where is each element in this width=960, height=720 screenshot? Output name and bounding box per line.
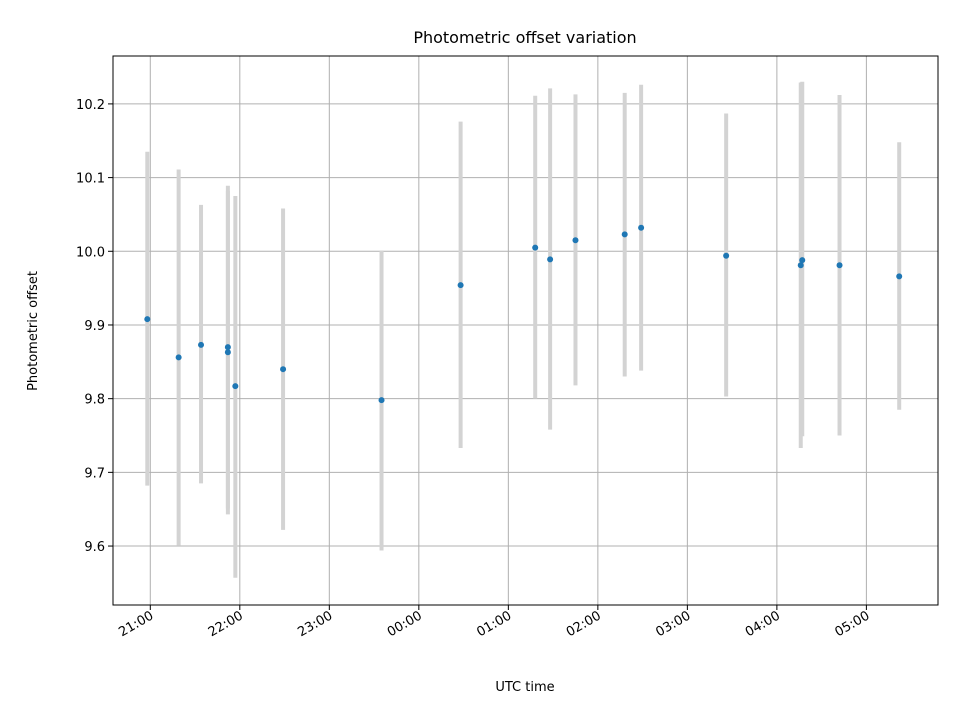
y-tick-label: 10.1 — [76, 172, 105, 187]
data-point — [232, 383, 239, 390]
data-point — [532, 244, 539, 251]
x-tick-label: 03:00 — [653, 608, 693, 640]
chart-title: Photometric offset variation — [413, 28, 636, 47]
data-points — [144, 224, 903, 404]
data-point — [457, 282, 464, 289]
data-point — [572, 237, 579, 244]
data-point — [144, 316, 151, 323]
error-bars — [145, 81, 902, 578]
data-point — [547, 256, 554, 263]
data-point — [224, 344, 231, 351]
x-tick-label: 21:00 — [116, 608, 156, 640]
y-tick-label: 9.8 — [84, 393, 105, 408]
data-point — [797, 262, 804, 269]
data-point — [378, 397, 385, 404]
data-point — [836, 262, 843, 269]
y-axis-label: Photometric offset — [26, 271, 41, 391]
x-tick-label: 04:00 — [743, 608, 783, 640]
y-tick-label: 9.7 — [84, 466, 105, 481]
y-axis-ticks: 9.6 9.7 9.8 9.9 10.0 10.1 10.2 — [76, 98, 113, 555]
x-tick-label: 00:00 — [385, 608, 425, 640]
x-tick-label: 05:00 — [832, 608, 872, 640]
x-tick-label: 22:00 — [206, 608, 246, 640]
x-tick-label: 01:00 — [474, 608, 514, 640]
data-point — [175, 354, 182, 361]
x-tick-label: 02:00 — [564, 608, 604, 640]
data-point — [621, 231, 628, 238]
x-axis-label: UTC time — [495, 680, 554, 695]
x-tick-label: 23:00 — [295, 608, 335, 640]
data-point — [896, 273, 903, 280]
plot-area-frame — [112, 55, 939, 606]
y-tick-label: 10.2 — [76, 98, 105, 113]
y-tick-label: 9.9 — [84, 319, 105, 334]
data-point — [224, 349, 231, 356]
data-point — [280, 366, 287, 373]
y-tick-label: 9.6 — [84, 540, 105, 555]
data-point — [638, 224, 645, 231]
data-point — [799, 257, 806, 264]
data-point — [198, 341, 205, 348]
x-axis-ticks: 21:00 22:00 23:00 00:00 01:00 02:00 03:00 04:00… — [116, 605, 872, 640]
data-point — [723, 252, 730, 259]
y-tick-label: 10.0 — [76, 245, 105, 260]
